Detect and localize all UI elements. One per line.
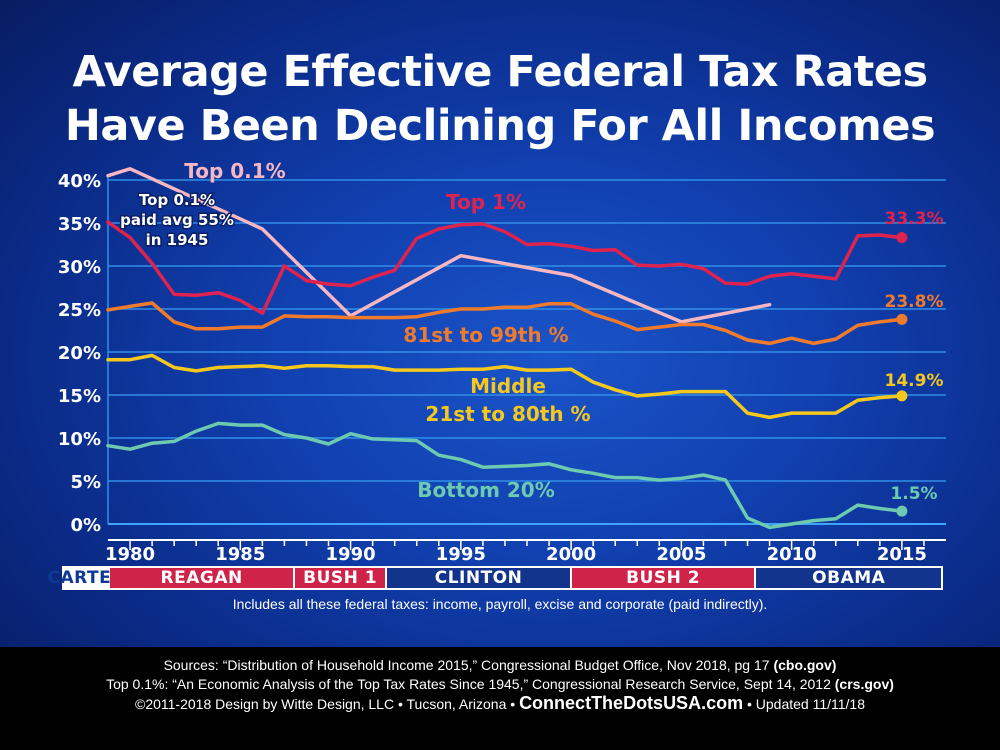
source-cbo-link: (cbo.gov) bbox=[773, 657, 837, 673]
chart-title-line2: Have Been Declining For All Incomes bbox=[64, 101, 936, 151]
end-label-81-99: 23.8% bbox=[885, 292, 944, 312]
label-top-1: Top 1% bbox=[446, 190, 526, 214]
end-label-top-1: 33.3% bbox=[885, 209, 944, 229]
annotation-line: Top 0.1% bbox=[139, 191, 215, 209]
y-tick-label: 0% bbox=[70, 515, 101, 536]
y-tick-label: 10% bbox=[58, 429, 101, 450]
annotation-line: paid avg 55% bbox=[120, 211, 234, 229]
end-label-middle: 14.9% bbox=[885, 371, 944, 391]
presidential-era-bar: CARTER REAGAN BUSH 1 CLINTON BUSH 2 OBAMA bbox=[47, 566, 943, 590]
era-carter: CARTER bbox=[47, 568, 125, 588]
series-end-point-2 bbox=[896, 313, 908, 325]
x-tick-label: 1995 bbox=[436, 544, 486, 565]
source-cbo-text: Sources: “Distribution of Household Inco… bbox=[163, 657, 774, 673]
x-tick-label: 1980 bbox=[105, 544, 155, 565]
source-crs-text: Top 0.1%: “An Economic Analysis of the T… bbox=[106, 676, 835, 692]
y-tick-label: 5% bbox=[70, 472, 101, 493]
x-tick-label: 2010 bbox=[767, 544, 817, 565]
x-tick-label: 1985 bbox=[215, 544, 265, 565]
label-top-01: Top 0.1% bbox=[184, 159, 285, 183]
updated-text: • Updated 11/11/18 bbox=[743, 696, 865, 712]
series-labels: Top 0.1% Top 1% 81st to 99th % Middle 21st t… bbox=[119, 159, 944, 504]
series-line-3 bbox=[106, 353, 904, 420]
series-line-0 bbox=[106, 167, 772, 324]
era-clinton: CLINTON bbox=[387, 568, 572, 588]
source-line-crs: Top 0.1%: “An Economic Analysis of the T… bbox=[0, 676, 1000, 692]
credit-text: ©2011-2018 Design by Witte Design, LLC •… bbox=[135, 696, 520, 712]
y-tick-label: 20% bbox=[58, 343, 101, 364]
series-line-2 bbox=[106, 301, 904, 346]
tax-rate-chart: 0%5%10%15%20%25%30%35%40% 1980 1985 1990 19… bbox=[58, 159, 946, 565]
series-layer bbox=[106, 167, 908, 530]
era-obama: OBAMA bbox=[756, 568, 942, 588]
y-tick-label: 15% bbox=[58, 386, 101, 407]
series-end-point-1 bbox=[896, 232, 908, 244]
y-tick-label: 25% bbox=[58, 300, 101, 321]
series-end-point-3 bbox=[896, 390, 908, 402]
sources-footer: Sources: “Distribution of Household Inco… bbox=[0, 647, 1000, 750]
x-tick-label: 2015 bbox=[877, 544, 927, 565]
y-tick-label: 30% bbox=[58, 257, 101, 278]
x-tick-label: 2005 bbox=[656, 544, 706, 565]
site-link: ConnectTheDotsUSA.com bbox=[519, 693, 744, 713]
series-line-1 bbox=[106, 220, 904, 316]
y-tick-label: 40% bbox=[58, 171, 101, 192]
x-tick-label: 2000 bbox=[546, 544, 596, 565]
era-bush-1: BUSH 1 bbox=[294, 568, 388, 588]
tax-note: Includes all these federal taxes: income… bbox=[232, 596, 768, 612]
credit-line: ©2011-2018 Design by Witte Design, LLC •… bbox=[0, 693, 1000, 714]
x-axis-ticks: 1980 1985 1990 1995 2000 2005 2010 2015 bbox=[105, 540, 927, 565]
series-line-4 bbox=[106, 421, 904, 530]
label-middle-line1: Middle bbox=[470, 374, 546, 398]
y-axis-ticks: 0% 5% 10% 15% 20% 25% 30% 35% 40% bbox=[58, 171, 101, 536]
era-reagan: REAGAN bbox=[110, 568, 295, 588]
end-label-bottom: 1.5% bbox=[890, 484, 937, 504]
era-bush-2: BUSH 2 bbox=[571, 568, 757, 588]
source-crs-link: (crs.gov) bbox=[834, 676, 894, 692]
label-middle-line2: 21st to 80th % bbox=[425, 402, 590, 426]
x-tick-label: 1990 bbox=[326, 544, 376, 565]
chart-title-line1: Average Effective Federal Tax Rates bbox=[72, 47, 928, 97]
source-line-cbo: Sources: “Distribution of Household Inco… bbox=[0, 657, 1000, 673]
label-81-99: 81st to 99th % bbox=[403, 323, 568, 347]
series-end-point-4 bbox=[896, 505, 908, 517]
label-bottom-20: Bottom 20% bbox=[417, 478, 555, 502]
y-tick-label: 35% bbox=[58, 214, 101, 235]
annotation-line: in 1945 bbox=[146, 231, 209, 249]
